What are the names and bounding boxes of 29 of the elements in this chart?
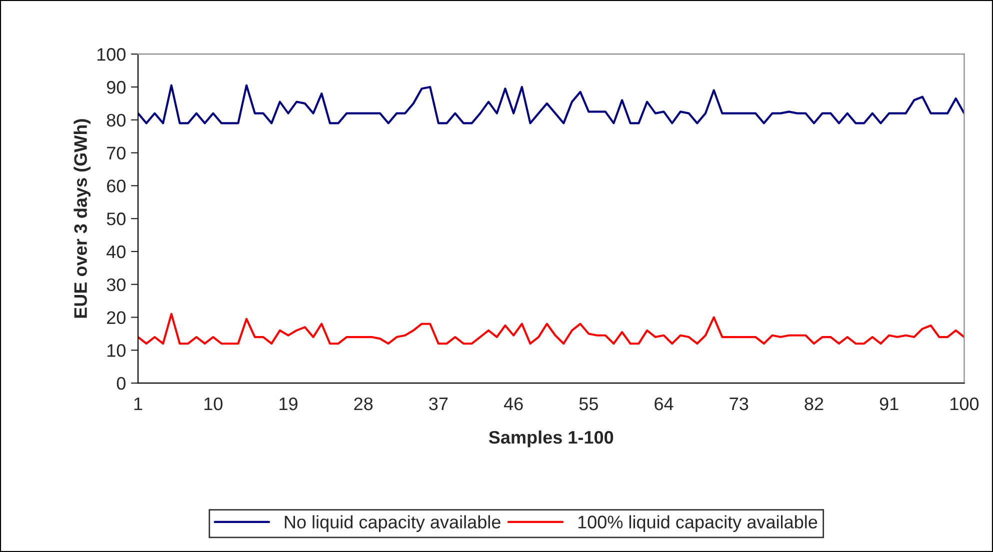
x-tick-label: 64: [654, 397, 674, 410]
y-tick-label: 20: [107, 311, 126, 324]
legend-label: No liquid capacity available: [284, 515, 500, 532]
y-tick-label: 0: [116, 377, 126, 390]
y-axis-title: EUE over 3 days (GWh): [74, 119, 91, 318]
x-tick-label: 73: [730, 397, 748, 410]
x-tick-label: 91: [880, 397, 898, 410]
x-tick-label: 37: [429, 397, 448, 410]
y-tick-label: 70: [107, 146, 126, 160]
y-tick-label: 30: [106, 278, 126, 292]
y-tick-label: 40: [106, 245, 126, 258]
x-tick-label: 28: [354, 397, 373, 410]
x-tick-label: 19: [280, 397, 298, 410]
y-tick-label: 100: [97, 48, 126, 61]
x-axis-title: Samples 1-100: [488, 430, 614, 448]
y-tick-label: 90: [106, 80, 126, 94]
line-series: [138, 312, 964, 345]
x-tick-label: 10: [204, 397, 222, 410]
legend-label: 100% liquid capacity available: [578, 515, 818, 532]
x-tick-label: 82: [804, 397, 824, 410]
y-tick-label: 50: [106, 212, 126, 226]
x-tick-label: 1: [134, 398, 142, 410]
y-tick-label: 80: [106, 114, 126, 127]
x-tick-label: 46: [504, 397, 523, 410]
x-tick-label: 55: [579, 398, 598, 410]
x-tick-label: 100: [950, 397, 979, 410]
y-tick-label: 10: [108, 344, 126, 357]
line-series: [138, 84, 964, 124]
y-tick-label: 60: [107, 180, 126, 192]
